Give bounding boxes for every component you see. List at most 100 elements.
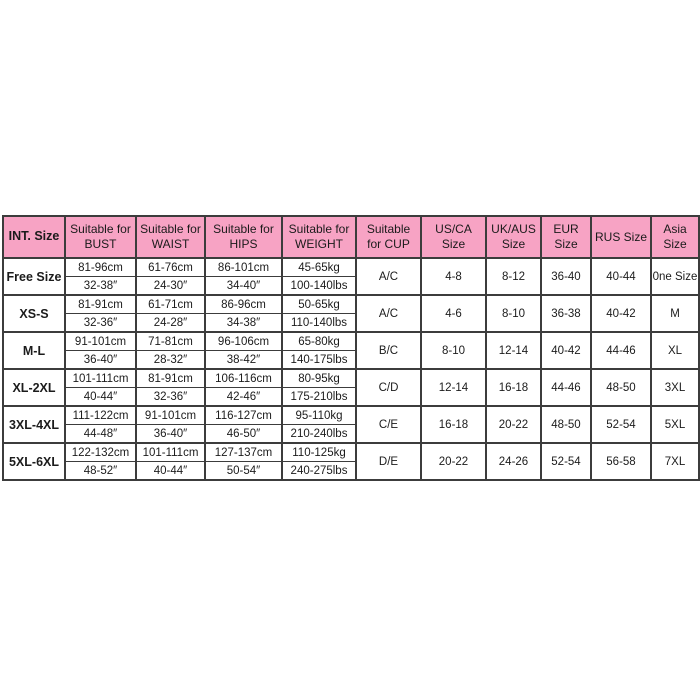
bust-in-cell: 40-44″ (64, 387, 137, 407)
weight-lbs-cell: 240-275lbs (281, 461, 357, 481)
waist-in-cell: 24-28″ (135, 313, 206, 333)
eur-cell: 40-42 (540, 331, 592, 370)
bust-cm-cell: 111-122cm (64, 405, 137, 425)
row-m-l-imperial: 36-40″ 28-32″ 38-42″ 140-175lbs (3, 350, 699, 370)
size-label: Free Size (2, 257, 66, 296)
cup-cell: C/E (355, 405, 422, 444)
size-label: XS-S (2, 294, 66, 333)
col-header-rus: RUS Size (590, 215, 652, 259)
cup-cell: D/E (355, 442, 422, 481)
waist-cm-cell: 61-76cm (135, 257, 206, 277)
waist-cm-cell: 71-81cm (135, 331, 206, 351)
waist-cm-cell: 91-101cm (135, 405, 206, 425)
row-3xl-4xl-imperial: 44-48″ 36-40″ 46-50″ 210-240lbs (3, 424, 699, 444)
row-xs-s-imperial: 32-36″ 24-28″ 34-38″ 110-140lbs (3, 313, 699, 333)
ukaus-cell: 8-10 (485, 294, 542, 333)
size-label: M-L (2, 331, 66, 370)
row-m-l-metric: M-L 91-101cm 71-81cm 96-106cm 65-80kg B/… (2, 331, 700, 370)
weight-lbs-cell: 175-210lbs (281, 387, 357, 407)
hips-cm-cell: 127-137cm (204, 442, 283, 462)
usca-cell: 4-8 (420, 257, 487, 296)
col-header-ukaus: UK/AUS Size (485, 215, 542, 259)
eur-cell: 48-50 (540, 405, 592, 444)
weight-lbs-cell: 110-140lbs (281, 313, 357, 333)
waist-in-cell: 36-40″ (135, 424, 206, 444)
usca-cell: 4-6 (420, 294, 487, 333)
eur-cell: 36-38 (540, 294, 592, 333)
bust-in-cell: 36-40″ (64, 350, 137, 370)
hips-cm-cell: 96-106cm (204, 331, 283, 351)
waist-cm-cell: 101-111cm (135, 442, 206, 462)
cup-cell: A/C (355, 294, 422, 333)
bust-cm-cell: 91-101cm (64, 331, 137, 351)
bust-cm-cell: 122-132cm (64, 442, 137, 462)
ukaus-cell: 24-26 (485, 442, 542, 481)
asia-cell: 5XL (650, 405, 700, 444)
row-free-size-imperial: 32-38″ 24-30″ 34-40″ 100-140lbs (3, 276, 699, 296)
asia-cell: M (650, 294, 700, 333)
asia-cell: 7XL (650, 442, 700, 481)
col-header-hips: Suitable for HIPS (204, 215, 283, 259)
ukaus-cell: 20-22 (485, 405, 542, 444)
bust-cm-cell: 81-96cm (64, 257, 137, 277)
cup-cell: B/C (355, 331, 422, 370)
hips-cm-cell: 86-96cm (204, 294, 283, 314)
hips-in-cell: 34-38″ (204, 313, 283, 333)
asia-cell: 3XL (650, 368, 700, 407)
waist-in-cell: 24-30″ (135, 276, 206, 296)
weight-lbs-cell: 210-240lbs (281, 424, 357, 444)
ukaus-cell: 16-18 (485, 368, 542, 407)
hips-in-cell: 38-42″ (204, 350, 283, 370)
col-header-cup: Suitable for CUP (355, 215, 422, 259)
header-row: INT. Size Suitable for BUST Suitable for… (2, 215, 700, 259)
hips-in-cell: 34-40″ (204, 276, 283, 296)
weight-kg-cell: 65-80kg (281, 331, 357, 351)
bust-in-cell: 32-38″ (64, 276, 137, 296)
weight-kg-cell: 110-125kg (281, 442, 357, 462)
weight-lbs-cell: 140-175lbs (281, 350, 357, 370)
row-3xl-4xl-metric: 3XL-4XL 111-122cm 91-101cm 116-127cm 95-… (2, 405, 700, 444)
col-header-int-size: INT. Size (2, 215, 66, 259)
weight-lbs-cell: 100-140lbs (281, 276, 357, 296)
hips-in-cell: 50-54″ (204, 461, 283, 481)
ukaus-cell: 8-12 (485, 257, 542, 296)
waist-in-cell: 32-36″ (135, 387, 206, 407)
eur-cell: 44-46 (540, 368, 592, 407)
waist-in-cell: 40-44″ (135, 461, 206, 481)
usca-cell: 8-10 (420, 331, 487, 370)
eur-cell: 52-54 (540, 442, 592, 481)
hips-cm-cell: 86-101cm (204, 257, 283, 277)
hips-in-cell: 42-46″ (204, 387, 283, 407)
waist-cm-cell: 61-71cm (135, 294, 206, 314)
rus-cell: 40-44 (590, 257, 652, 296)
ukaus-cell: 12-14 (485, 331, 542, 370)
weight-kg-cell: 80-95kg (281, 368, 357, 388)
size-label: XL-2XL (2, 368, 66, 407)
usca-cell: 16-18 (420, 405, 487, 444)
hips-cm-cell: 116-127cm (204, 405, 283, 425)
row-5xl-6xl-metric: 5XL-6XL 122-132cm 101-111cm 127-137cm 11… (2, 442, 700, 481)
size-chart: INT. Size Suitable for BUST Suitable for… (2, 215, 700, 481)
col-header-usca: US/CA Size (420, 215, 487, 259)
rus-cell: 52-54 (590, 405, 652, 444)
hips-in-cell: 46-50″ (204, 424, 283, 444)
weight-kg-cell: 50-65kg (281, 294, 357, 314)
rus-cell: 40-42 (590, 294, 652, 333)
asia-cell: XL (650, 331, 700, 370)
hips-cm-cell: 106-116cm (204, 368, 283, 388)
row-xs-s-metric: XS-S 81-91cm 61-71cm 86-96cm 50-65kg A/C… (2, 294, 700, 333)
bust-in-cell: 44-48″ (64, 424, 137, 444)
bust-cm-cell: 101-111cm (64, 368, 137, 388)
col-header-bust: Suitable for BUST (64, 215, 137, 259)
weight-kg-cell: 45-65kg (281, 257, 357, 277)
size-label: 3XL-4XL (2, 405, 66, 444)
usca-cell: 12-14 (420, 368, 487, 407)
col-header-asia: Asia Size (650, 215, 700, 259)
col-header-weight: Suitable for WEIGHT (281, 215, 357, 259)
row-xl-2xl-imperial: 40-44″ 32-36″ 42-46″ 175-210lbs (3, 387, 699, 407)
size-label: 5XL-6XL (2, 442, 66, 481)
size-chart-table: INT. Size Suitable for BUST Suitable for… (2, 215, 700, 481)
weight-kg-cell: 95-110kg (281, 405, 357, 425)
col-header-eur: EUR Size (540, 215, 592, 259)
col-header-waist: Suitable for WAIST (135, 215, 206, 259)
